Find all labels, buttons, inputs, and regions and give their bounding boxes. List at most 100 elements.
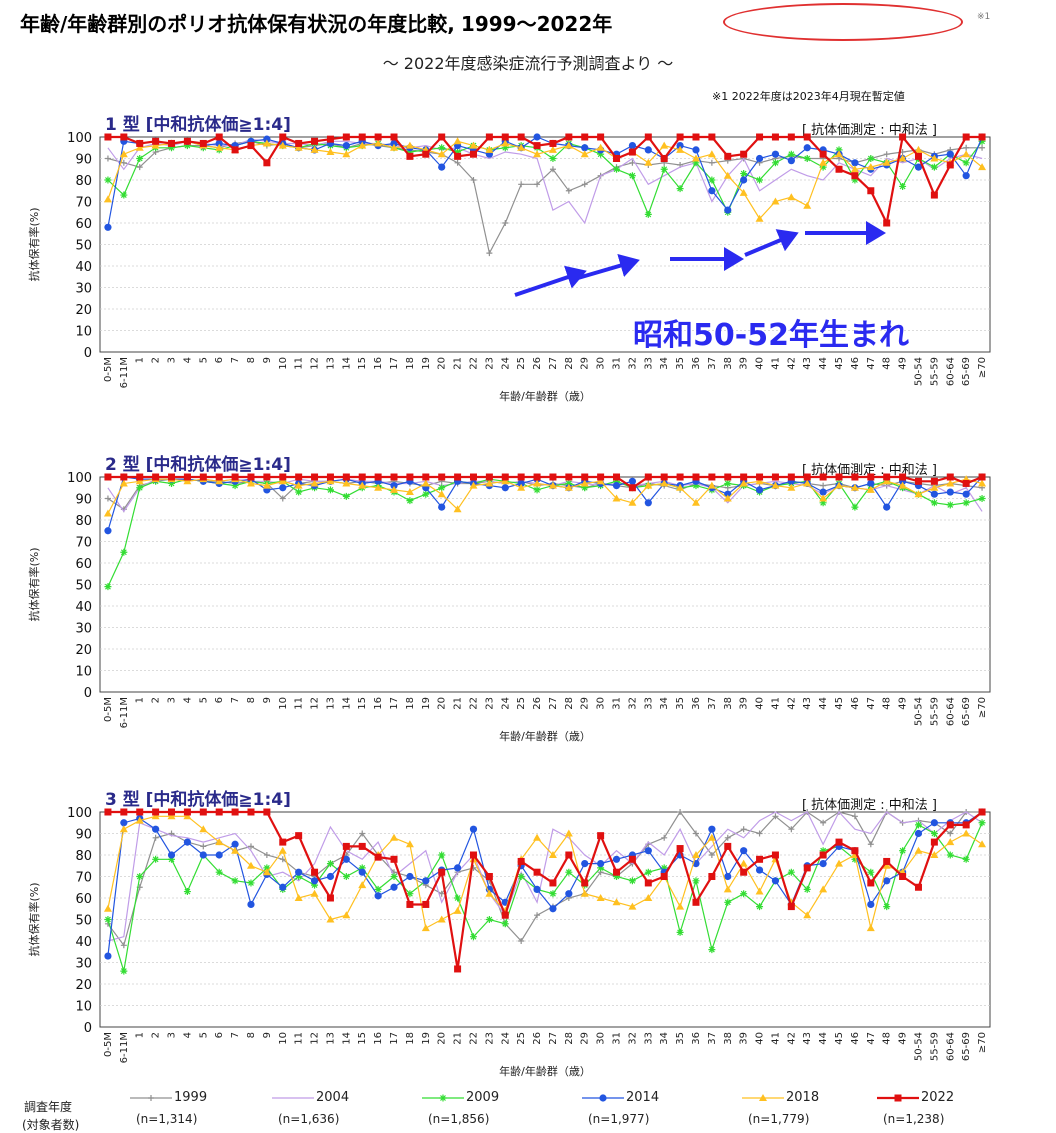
data-point (596, 143, 605, 151)
data-point (867, 868, 875, 876)
x-tick-label: 49 (898, 1032, 909, 1045)
data-point (835, 481, 844, 489)
data-point (867, 841, 874, 848)
data-point (613, 477, 621, 485)
y-tick-label: 40 (75, 260, 92, 275)
data-point (628, 477, 637, 485)
y-tick-label: 0 (84, 1021, 92, 1036)
data-point (692, 133, 700, 141)
data-point (708, 852, 715, 858)
data-point (708, 825, 716, 833)
legend-swatch (582, 1093, 624, 1102)
x-tick-label: 1 (135, 1032, 146, 1038)
data-point (803, 911, 812, 919)
x-tick-label: 20 (437, 1032, 448, 1045)
data-point (104, 495, 111, 502)
data-point (485, 133, 493, 141)
x-tick-label: 48 (882, 697, 893, 710)
data-point (136, 808, 144, 816)
series-line (107, 810, 983, 947)
data-point (247, 900, 255, 909)
data-point (660, 479, 669, 487)
data-point (612, 898, 621, 906)
data-point (262, 139, 271, 147)
data-point (914, 490, 923, 498)
x-tick-label: 0-5M (103, 697, 114, 722)
series-2022 (104, 473, 986, 492)
x-tick-label: 60-64 (945, 1032, 956, 1061)
data-point (580, 889, 589, 897)
x-tick-label: 37 (707, 697, 718, 710)
data-point (120, 819, 128, 827)
data-point (151, 141, 160, 149)
data-point (978, 495, 986, 502)
data-point (438, 503, 446, 511)
data-point (978, 840, 987, 848)
data-point (295, 488, 303, 496)
data-point (819, 860, 827, 868)
data-point (247, 879, 255, 887)
data-point (439, 1094, 447, 1101)
data-point (565, 187, 572, 194)
x-tick-label: 25 (516, 1032, 527, 1045)
data-point (724, 898, 732, 906)
data-point (898, 154, 907, 162)
data-point (438, 144, 446, 152)
y-tick-label: 50 (75, 239, 92, 254)
x-tick-label: 17 (389, 1032, 400, 1045)
x-tick-label: 24 (500, 1032, 511, 1045)
arrow-2 (577, 253, 640, 280)
data-point (183, 888, 191, 896)
x-tick-label: 50-54 (913, 697, 924, 726)
data-point (581, 181, 588, 188)
data-point (628, 484, 636, 492)
data-point (263, 808, 271, 816)
data-point (278, 846, 287, 854)
data-point (104, 223, 112, 231)
x-axis-label: 年齢/年齢群（歳） (499, 1064, 591, 1078)
data-point (263, 135, 271, 143)
data-point (518, 181, 525, 188)
data-point (120, 942, 127, 949)
data-point (136, 473, 144, 481)
data-point (644, 473, 652, 481)
data-point (294, 481, 303, 489)
data-point (311, 881, 319, 889)
x-tick-label: 3 (167, 697, 178, 703)
x-tick-label: 27 (548, 697, 559, 710)
y-tick-label: 0 (84, 686, 92, 701)
x-tick-label: 60-64 (945, 357, 956, 386)
data-point (930, 490, 938, 498)
x-tick-label: 3 (167, 1032, 178, 1038)
x-tick-label: 6 (214, 1032, 225, 1038)
data-point (326, 860, 334, 868)
annotation-arrows (514, 221, 886, 297)
data-point (358, 842, 366, 850)
data-point (599, 1093, 607, 1102)
data-point (771, 150, 780, 158)
data-point (263, 473, 271, 481)
data-point (565, 890, 573, 898)
x-tick-label: 31 (612, 697, 623, 710)
data-point (406, 473, 414, 481)
data-point (359, 830, 366, 837)
data-point (231, 473, 239, 481)
y-tick-label: 80 (75, 514, 92, 529)
data-point (279, 484, 287, 492)
data-point (676, 145, 685, 153)
x-tick-label: 0-5M (103, 357, 114, 382)
x-axis-label: 年齢/年齢群（歳） (499, 389, 591, 403)
x-tick-label: 47 (866, 357, 877, 370)
x-tick-label: 22 (468, 1032, 479, 1045)
data-point (422, 150, 430, 158)
series-2004 (107, 810, 983, 942)
data-point (820, 482, 827, 489)
data-point (866, 163, 875, 171)
data-point (676, 902, 685, 910)
data-point (755, 887, 764, 895)
data-point (215, 477, 224, 485)
data-point (723, 171, 732, 179)
x-tick-label: 17 (389, 697, 400, 710)
data-point (517, 133, 525, 141)
y-tick-label: 40 (75, 600, 92, 615)
